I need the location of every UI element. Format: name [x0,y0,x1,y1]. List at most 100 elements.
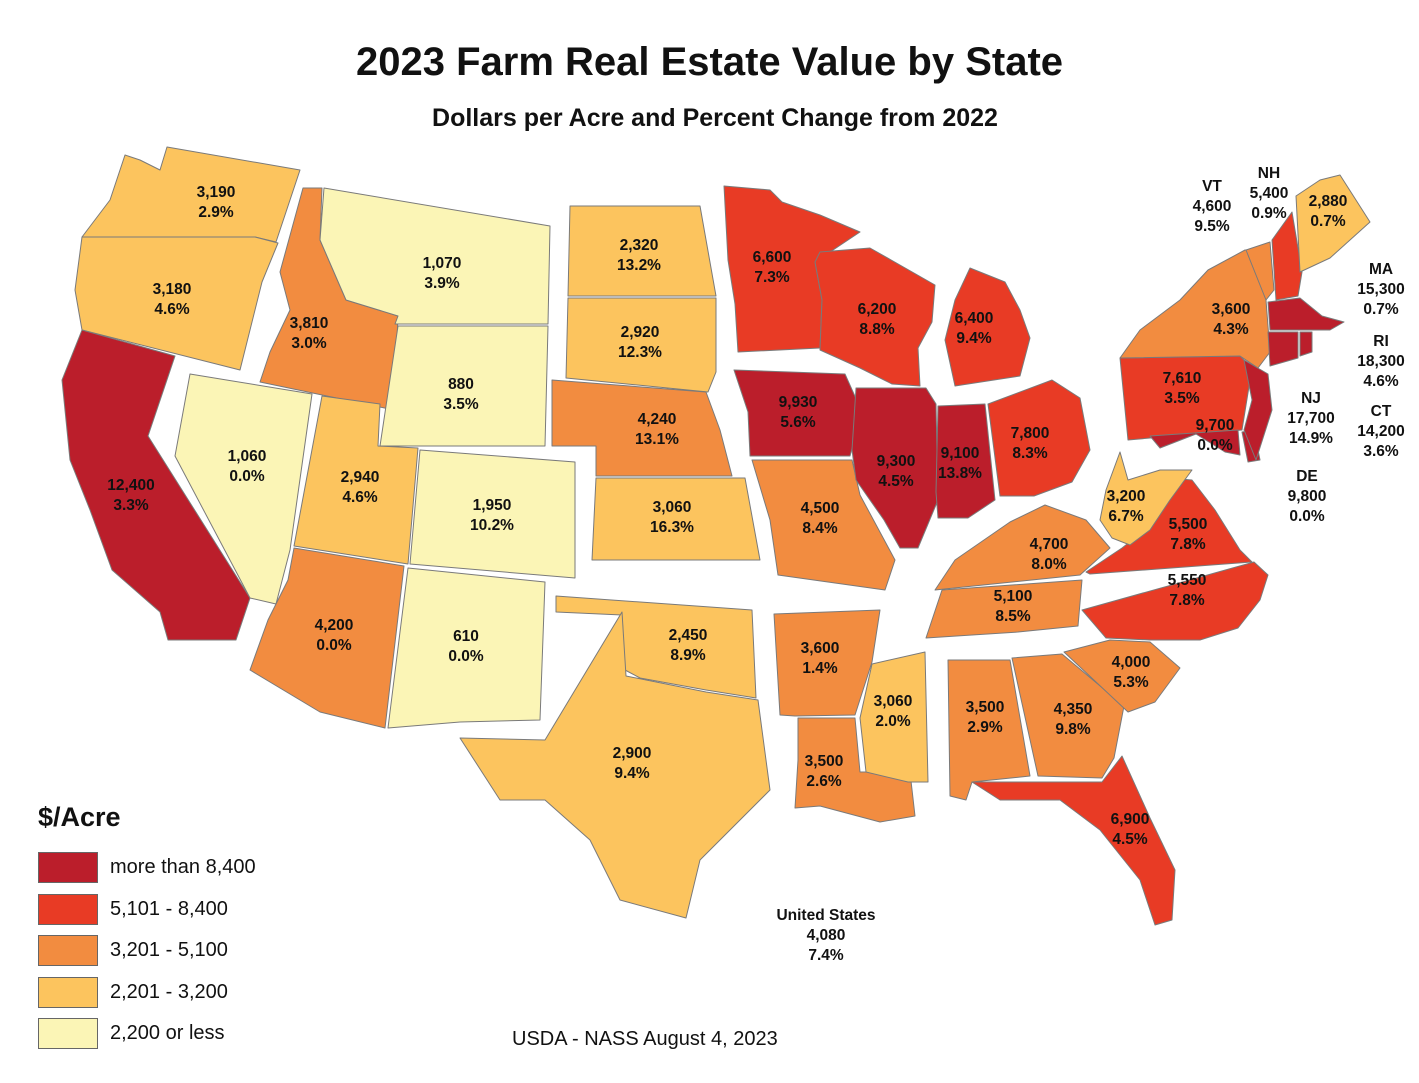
state-nh[interactable] [1271,211,1303,301]
state-wv[interactable] [1099,451,1193,546]
state-label-ri: RI 18,300 4.6% [1357,333,1404,390]
state-label-mt: 1,070 3.9% [423,255,462,292]
state-ri[interactable] [1299,331,1313,357]
state-nc[interactable] [1081,561,1269,641]
state-label-al: 3,500 2.9% [966,699,1005,736]
legend-swatch [38,852,98,883]
state-ct[interactable] [1267,331,1299,367]
state-label-in: 9,100 13.8% [938,445,982,482]
state-label-sd: 2,920 12.3% [618,324,662,361]
legend-swatch [38,935,98,966]
state-ca[interactable] [61,329,251,641]
state-label-md: 9,700 0.0% [1196,417,1235,454]
legend: more than 8,400 5,101 - 8,400 3,201 - 5,… [38,852,256,1060]
state-label-az: 4,200 0.0% [315,617,354,654]
state-label-il: 9,300 4.5% [877,453,916,490]
state-label-nm: 610 0.0% [448,628,484,665]
legend-swatch [38,976,98,1008]
legend-item: more than 8,400 [38,852,256,894]
state-label-ms: 3,060 2.0% [874,693,913,730]
state-la[interactable] [794,717,916,823]
state-label-ks: 3,060 16.3% [650,499,694,536]
state-ga[interactable] [1011,653,1125,779]
state-label-ca: 12,400 3.3% [107,477,154,514]
legend-swatch [38,893,98,925]
state-label-sc: 4,000 5.3% [1112,654,1151,691]
state-label-wi: 6,200 8.8% [858,301,897,338]
map-title: 2023 Farm Real Estate Value by State [355,40,1064,84]
state-or[interactable] [74,236,279,371]
state-label-wv: 3,200 6.7% [1107,488,1146,525]
state-label-pa: 7,610 3.5% [1163,370,1202,407]
state-label-id: 3,810 3.0% [290,315,329,352]
state-label-vt: VT 4,600 9.5% [1193,178,1232,235]
source-note: USDA - NASS August 4, 2023 [512,1028,778,1050]
state-wy[interactable] [379,325,549,447]
state-label-nj: NJ 17,700 14.9% [1287,390,1334,447]
state-me[interactable] [1295,174,1371,273]
state-label-nd: 2,320 13.2% [617,237,661,274]
state-label-ky: 4,700 8.0% [1030,536,1069,573]
state-label-co: 1,950 10.2% [470,497,514,534]
legend-label: 2,200 or less [110,1022,225,1044]
state-ne[interactable] [551,379,733,477]
state-label-fl: 6,900 4.5% [1111,811,1150,848]
state-label-ma: MA 15,300 0.7% [1357,261,1404,318]
state-nd[interactable] [567,205,717,297]
legend-label: 5,101 - 8,400 [110,897,228,920]
legend-item: 3,201 - 5,100 [38,935,256,977]
state-label-oh: 7,800 8.3% [1011,425,1050,462]
state-ky[interactable] [934,504,1111,591]
state-sc[interactable] [1063,639,1181,713]
state-label-va: 5,500 7.8% [1169,516,1208,553]
state-mt[interactable] [319,187,551,325]
state-ar[interactable] [773,609,881,717]
state-ks[interactable] [591,477,761,561]
legend-item: 2,200 or less [38,1018,256,1060]
state-ia[interactable] [733,369,863,457]
legend-title: $/Acre [38,802,121,832]
state-ok[interactable] [555,595,757,699]
legend-label: 2,201 - 3,200 [110,980,228,1003]
state-label-ia: 9,930 5.6% [779,394,818,431]
state-label-ut: 2,940 4.6% [341,469,380,506]
state-label-la: 3,500 2.6% [805,753,844,790]
state-vt[interactable] [1245,241,1275,301]
state-il[interactable] [851,387,939,549]
map-subtitle: Dollars per Acre and Percent Change from… [432,104,998,132]
state-nj[interactable] [1243,359,1273,461]
state-nm[interactable] [387,567,546,729]
state-label-ok: 2,450 8.9% [669,627,708,664]
state-oh[interactable] [987,379,1091,497]
state-sd[interactable] [565,297,717,393]
state-mi[interactable] [944,267,1031,387]
state-label-ne: 4,240 13.1% [635,411,679,448]
state-mo[interactable] [751,459,896,591]
state-label-ar: 3,600 1.4% [801,640,840,677]
state-ma[interactable] [1267,297,1345,331]
state-label-nh: NH 5,400 0.9% [1250,165,1289,222]
state-label-ct: CT 14,200 3.6% [1357,403,1404,460]
state-ut[interactable] [293,395,419,565]
state-label-wy: 880 3.5% [443,376,479,413]
state-label-wa: 3,190 2.9% [197,184,236,221]
state-md[interactable] [1149,429,1241,456]
legend-label: more than 8,400 [110,856,256,878]
state-co[interactable] [409,449,576,579]
state-label-ga: 4,350 9.8% [1054,701,1093,738]
state-in[interactable] [935,403,996,519]
state-wi[interactable] [814,247,936,387]
state-tx[interactable] [459,611,771,919]
state-label-mi: 6,400 9.4% [955,310,994,347]
state-tn[interactable] [925,579,1083,639]
state-fl[interactable] [971,755,1176,926]
state-ms[interactable] [859,651,929,783]
legend-label: 3,201 - 5,100 [110,939,228,961]
legend-item: 5,101 - 8,400 [38,893,256,936]
state-az[interactable] [249,547,405,729]
state-label-tx: 2,900 9.4% [613,745,652,782]
state-label-nv: 1,060 0.0% [228,448,267,485]
state-label-me: 2,880 0.7% [1309,193,1348,230]
state-wa[interactable] [81,146,301,243]
